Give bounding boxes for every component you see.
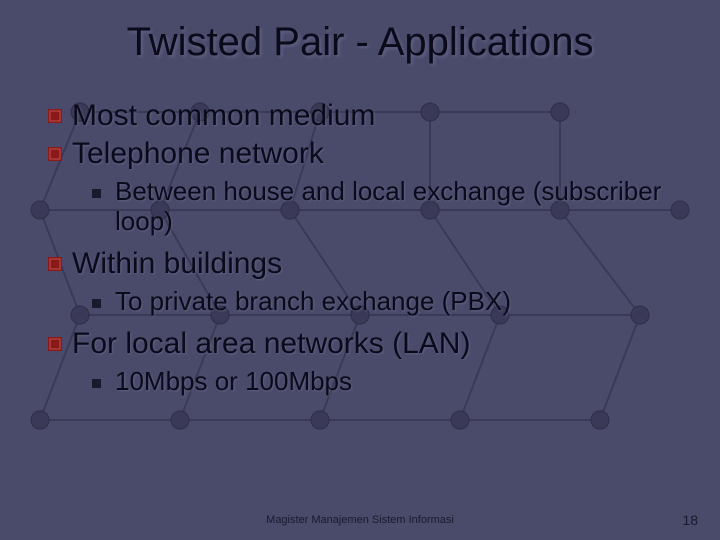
bullet-text: Within buildings [72, 247, 282, 281]
bullet-lvl1: Most common medium [48, 99, 672, 133]
bullet-text: For local area networks (LAN) [72, 327, 470, 361]
square-bullet-icon [48, 109, 62, 123]
bullet-lvl2: To private branch exchange (PBX) [92, 287, 672, 317]
square-bullet-icon [48, 337, 62, 351]
bullet-lvl1: Telephone network [48, 137, 672, 171]
bullet-text: Most common medium [72, 99, 375, 133]
page-number: 18 [682, 512, 698, 528]
slide-title: Twisted Pair - Applications [48, 20, 672, 65]
square-bullet-icon [48, 257, 62, 271]
square-bullet-icon [48, 147, 62, 161]
bullet-lvl1: Within buildings [48, 247, 672, 281]
bullet-lvl2: Between house and local exchange (subscr… [92, 177, 672, 237]
bullet-lvl2: 10Mbps or 100Mbps [92, 367, 672, 397]
small-square-bullet-icon [92, 189, 101, 198]
small-square-bullet-icon [92, 299, 101, 308]
slide: Twisted Pair - Applications Most common … [0, 0, 720, 540]
bullet-text: Between house and local exchange (subscr… [115, 177, 672, 237]
bullet-text: 10Mbps or 100Mbps [115, 367, 352, 397]
bullet-text: To private branch exchange (PBX) [115, 287, 511, 317]
bullet-text: Telephone network [72, 137, 324, 171]
bullet-lvl1: For local area networks (LAN) [48, 327, 672, 361]
content-list: Most common medium Telephone network Betwe… [48, 99, 672, 397]
footer-text: Magister Manajemen Sistem Informasi [0, 514, 720, 526]
small-square-bullet-icon [92, 379, 101, 388]
